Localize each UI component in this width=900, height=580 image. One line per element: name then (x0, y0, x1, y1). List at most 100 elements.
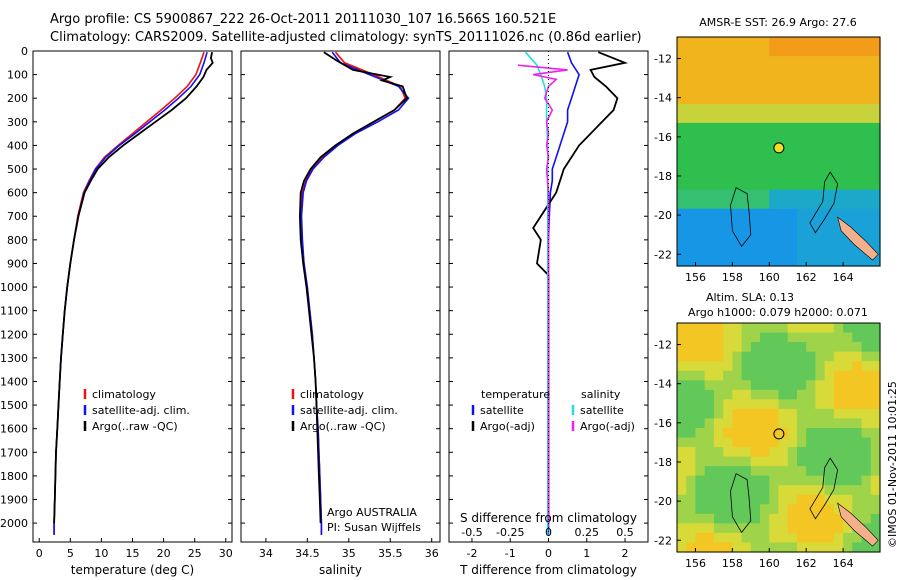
map-cell (833, 141, 844, 153)
map-cell (713, 447, 724, 458)
map-cell (713, 504, 724, 515)
map-cell (741, 475, 752, 486)
salinity-diff-tick-label: -0.25 (496, 526, 524, 539)
map-cell (760, 180, 770, 191)
map-cell (778, 65, 789, 76)
map-cell (704, 227, 715, 238)
map-cell (861, 189, 872, 200)
map-cell (677, 475, 687, 486)
map-cell (750, 56, 761, 67)
map-cell (824, 208, 835, 219)
map-cell (870, 361, 881, 372)
map-cell (852, 113, 863, 124)
map-cell (796, 437, 807, 448)
map-cell (732, 542, 743, 553)
map-cell (677, 208, 687, 219)
map-cell (695, 161, 706, 172)
map-cell (723, 332, 733, 343)
map-cell (815, 427, 826, 439)
map-cell (732, 122, 743, 134)
map-cell (815, 456, 826, 467)
map-cell (695, 389, 706, 400)
legend-label: Argo(..raw -QC) (92, 420, 178, 433)
map-cell (677, 532, 687, 544)
panel-annotation: PI: Susan Wijffels (327, 521, 421, 534)
map-cell (824, 37, 835, 48)
map-cell (713, 494, 724, 505)
map-cell (750, 141, 761, 153)
map-cell (833, 504, 844, 515)
map-cell (852, 342, 863, 353)
map-cell (750, 513, 761, 524)
map-cell (806, 37, 817, 48)
map-cell (806, 141, 817, 153)
map-cell (741, 227, 752, 238)
map-cell (741, 427, 752, 439)
map-cell (787, 189, 798, 200)
map-cell (778, 437, 789, 448)
map-cell (677, 199, 687, 210)
map-cell (741, 208, 752, 219)
map-cell (723, 151, 733, 162)
bathymetry-contour (730, 187, 752, 248)
map-cell (806, 494, 817, 505)
map-cell (796, 180, 807, 191)
map-cell (861, 466, 872, 477)
argo-float-marker (773, 428, 785, 440)
map-cell (713, 103, 724, 114)
map-cell (713, 84, 724, 95)
depth-tick-label: 1800 (0, 470, 28, 483)
map-cell (723, 208, 733, 219)
map-cell (870, 427, 881, 439)
map-cell (787, 170, 798, 181)
map-cell (741, 246, 752, 258)
map-cell (686, 237, 697, 248)
map-cell (861, 218, 872, 229)
map-cell (852, 427, 863, 439)
map-cell (704, 408, 715, 420)
map-cell (695, 208, 706, 219)
map-cell (843, 351, 853, 362)
map-cell (769, 132, 780, 143)
map-cell (704, 361, 715, 372)
map-cell (750, 342, 761, 353)
map-cell (695, 122, 706, 134)
map-cell (760, 542, 770, 553)
map-cell (723, 485, 733, 496)
map-cell (695, 494, 706, 505)
map-cell (796, 513, 807, 524)
lat-tick-label: -12 (654, 53, 672, 66)
map-cell (806, 170, 817, 181)
map-cell (870, 161, 881, 172)
map-cell (833, 408, 844, 420)
map-cell (732, 199, 743, 210)
map-cell (852, 94, 863, 105)
map-cell (824, 456, 835, 467)
map-cell (769, 151, 780, 162)
map-cell (677, 256, 687, 267)
map-cell (760, 189, 770, 200)
map-cell (741, 380, 752, 391)
series-line-difference (547, 51, 580, 535)
lat-tick-label: -16 (654, 417, 672, 430)
map-cell (861, 513, 872, 524)
map-cell (815, 141, 826, 153)
map-cell (704, 161, 715, 172)
map-cell (824, 370, 835, 381)
map-cell (695, 218, 706, 229)
map-cell (732, 180, 743, 191)
map-cell (704, 351, 715, 362)
map-cell (796, 75, 807, 86)
map-cell (732, 466, 743, 477)
map-cell (806, 437, 817, 448)
map-cell (861, 408, 872, 420)
map-cell (778, 75, 789, 86)
map-cell (806, 323, 817, 334)
map-cell (852, 46, 863, 57)
map-cell (695, 513, 706, 524)
map-cell (815, 437, 826, 448)
map-cell (704, 256, 715, 267)
map-cell (723, 65, 733, 76)
series-line-salinity (299, 51, 407, 535)
